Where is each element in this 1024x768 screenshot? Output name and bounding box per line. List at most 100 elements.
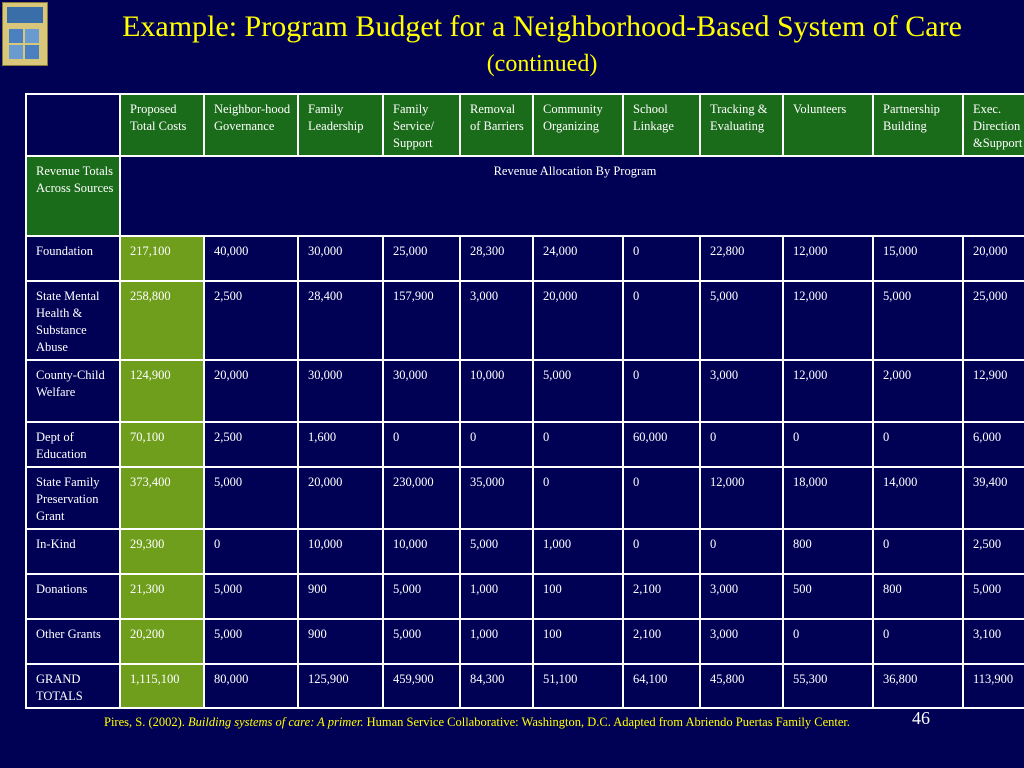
table-cell: 2,000 — [872, 359, 964, 423]
table-cell: 45,800 — [699, 663, 784, 709]
table-cell: 0 — [203, 528, 299, 575]
table-cell: 1,600 — [297, 421, 384, 468]
table-cell: 0 — [872, 528, 964, 575]
table-cell: 2,100 — [622, 618, 701, 665]
table-cell: 3,000 — [699, 573, 784, 620]
row-total: 217,100 — [119, 235, 205, 282]
table-cell: 35,000 — [459, 466, 534, 530]
table-cell: 1,000 — [532, 528, 624, 575]
table-cell: 55,300 — [782, 663, 874, 709]
table-cell: 36,800 — [872, 663, 964, 709]
table-cell: 0 — [872, 421, 964, 468]
header-cell: Family Service/ Support — [382, 93, 461, 157]
table-cell: 5,000 — [382, 573, 461, 620]
table-cell: 100 — [532, 618, 624, 665]
table-cell: 20,000 — [532, 280, 624, 361]
row-total: 70,100 — [119, 421, 205, 468]
row-total: 20,200 — [119, 618, 205, 665]
table-cell: 3,000 — [699, 359, 784, 423]
table-cell: 25,000 — [962, 280, 1024, 361]
header-cell: Volunteers — [782, 93, 874, 157]
table-cell: 24,000 — [532, 235, 624, 282]
table-cell: 1,000 — [459, 618, 534, 665]
table-cell: 12,900 — [962, 359, 1024, 423]
citation-author: Pires, S. (2002). — [104, 715, 185, 729]
revenue-label: Revenue Totals Across Sources — [25, 155, 121, 237]
allocation-title: Revenue Allocation By Program — [119, 155, 1024, 237]
table-cell: 25,000 — [382, 235, 461, 282]
table-cell: 2,500 — [962, 528, 1024, 575]
row-total: 1,115,100 — [119, 663, 205, 709]
table-cell: 125,900 — [297, 663, 384, 709]
table-cell: 80,000 — [203, 663, 299, 709]
table-cell: 3,000 — [699, 618, 784, 665]
table-cell: 800 — [872, 573, 964, 620]
table-cell: 5,000 — [459, 528, 534, 575]
table-row: State Mental Health & Substance Abuse 25… — [25, 280, 1024, 361]
header-cell: School Linkage — [622, 93, 701, 157]
table-cell: 39,400 — [962, 466, 1024, 530]
header-cell: Community Organizing — [532, 93, 624, 157]
table-cell: 2,500 — [203, 280, 299, 361]
header-cell: Proposed Total Costs — [119, 93, 205, 157]
table-cell: 0 — [532, 466, 624, 530]
row-total: 258,800 — [119, 280, 205, 361]
table-cell: 0 — [782, 618, 874, 665]
table-row: State Family Preservation Grant 373,400 … — [25, 466, 1024, 530]
table-cell: 0 — [532, 421, 624, 468]
header-cell: Removal of Barriers — [459, 93, 534, 157]
table-cell: 5,000 — [962, 573, 1024, 620]
table-cell: 30,000 — [382, 359, 461, 423]
table-cell: 20,000 — [203, 359, 299, 423]
table-cell: 5,000 — [699, 280, 784, 361]
table-cell: 5,000 — [532, 359, 624, 423]
table-row: County-Child Welfare 124,900 20,000 30,0… — [25, 359, 1024, 423]
table-cell: 157,900 — [382, 280, 461, 361]
header-cell: Tracking & Evaluating — [699, 93, 784, 157]
table-cell: 28,300 — [459, 235, 534, 282]
row-label: Other Grants — [25, 618, 121, 665]
book-cover-logo — [2, 2, 48, 66]
row-total: 373,400 — [119, 466, 205, 530]
table-row: Foundation 217,100 40,000 30,000 25,000 … — [25, 235, 1024, 282]
table-cell: 0 — [459, 421, 534, 468]
table-cell: 113,900 — [962, 663, 1024, 709]
table-cell: 900 — [297, 573, 384, 620]
table-cell: 459,900 — [382, 663, 461, 709]
citation-footer: Pires, S. (2002). Building systems of ca… — [104, 714, 894, 731]
table-cell: 900 — [297, 618, 384, 665]
table-cell: 12,000 — [782, 280, 874, 361]
table-cell: 3,000 — [459, 280, 534, 361]
slide-subtitle: (continued) — [486, 51, 598, 77]
table-row: Dept of Education 70,100 2,500 1,600 0 0… — [25, 421, 1024, 468]
table-cell: 30,000 — [297, 359, 384, 423]
table-cell: 84,300 — [459, 663, 534, 709]
table-cell: 14,000 — [872, 466, 964, 530]
table-cell: 5,000 — [203, 466, 299, 530]
table-cell: 5,000 — [203, 573, 299, 620]
citation-publisher: Human Service Collaborative: Washington,… — [366, 715, 851, 729]
row-label: Foundation — [25, 235, 121, 282]
grand-total-row: GRAND TOTALS 1,115,100 80,000 125,900 45… — [25, 663, 1024, 709]
table-cell: 10,000 — [382, 528, 461, 575]
table-cell: 20,000 — [962, 235, 1024, 282]
table-cell: 22,800 — [699, 235, 784, 282]
table-cell: 20,000 — [297, 466, 384, 530]
row-label: GRAND TOTALS — [25, 663, 121, 709]
budget-table: Proposed Total Costs Neighbor-hood Gover… — [25, 93, 1024, 709]
table-cell: 30,000 — [297, 235, 384, 282]
table-cell: 500 — [782, 573, 874, 620]
table-row: Donations 21,300 5,000 900 5,000 1,000 1… — [25, 573, 1024, 620]
table-cell: 10,000 — [459, 359, 534, 423]
table-cell: 100 — [532, 573, 624, 620]
table-cell: 0 — [622, 235, 701, 282]
table-cell: 2,500 — [203, 421, 299, 468]
table-cell: 5,000 — [382, 618, 461, 665]
row-label: County-Child Welfare — [25, 359, 121, 423]
table-cell: 0 — [699, 528, 784, 575]
table-cell: 64,100 — [622, 663, 701, 709]
table-cell: 0 — [872, 618, 964, 665]
table-cell: 12,000 — [782, 359, 874, 423]
table-cell: 0 — [622, 528, 701, 575]
table-cell: 40,000 — [203, 235, 299, 282]
